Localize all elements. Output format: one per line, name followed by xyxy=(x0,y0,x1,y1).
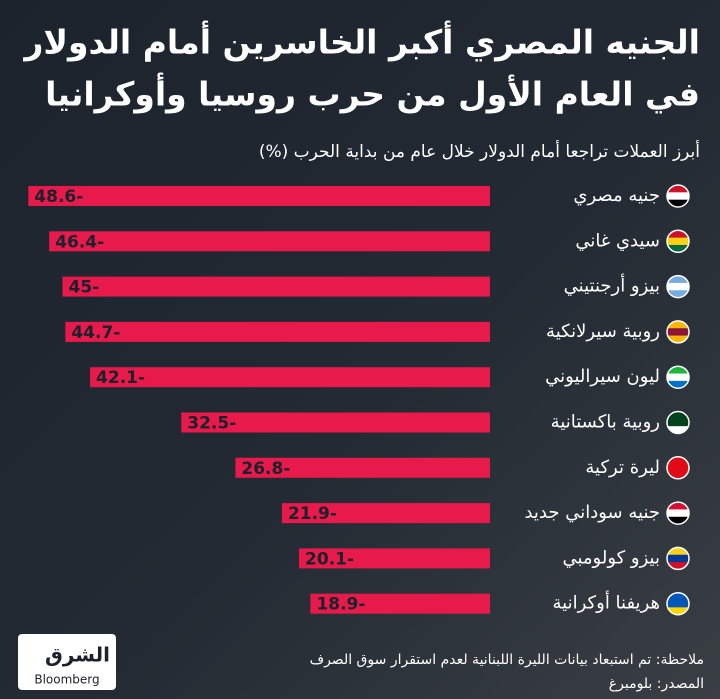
flag-stripe xyxy=(667,592,689,601)
flag-border xyxy=(666,184,690,208)
category-label: جنيه مصري xyxy=(573,185,660,206)
flag-stripe xyxy=(667,464,689,472)
note: ملاحظة: تم استبعاد بيانات الليرة اللبنان… xyxy=(310,652,704,668)
flag-stripe xyxy=(667,335,689,343)
flag-stripe xyxy=(667,230,689,239)
value-label: 42.1- xyxy=(96,368,145,388)
bar xyxy=(65,321,490,342)
flag-stripe xyxy=(667,509,689,518)
flag xyxy=(667,185,689,207)
category-label: بيزو أرجنتيني xyxy=(564,274,660,297)
flag-stripe xyxy=(667,547,689,556)
category-label: ليون سيراليوني xyxy=(545,366,660,387)
flag xyxy=(667,320,689,343)
title-line: الجنيه المصري أكبر الخاسرين أمام الدولار xyxy=(22,21,700,63)
logo-name: الشرق xyxy=(45,643,110,667)
flag-stripe xyxy=(667,199,689,207)
flag-border xyxy=(666,410,690,435)
bar xyxy=(310,593,490,614)
flag xyxy=(667,366,689,389)
category-label: روبية باكستانية xyxy=(551,412,660,433)
source: المصدر: بلومبرغ xyxy=(609,676,704,692)
flag-stripe xyxy=(667,290,689,298)
value-label: 18.9- xyxy=(316,595,365,615)
flag-stripe xyxy=(667,320,689,329)
flag-stripe xyxy=(667,600,689,608)
category-label: روبية سيرلانكية xyxy=(546,321,660,342)
flag-stripe xyxy=(667,380,689,389)
flag-border xyxy=(666,365,690,389)
category-label: هريفنا أوكرانية xyxy=(553,591,660,614)
value-label: 21.9- xyxy=(288,504,337,524)
flag-border xyxy=(666,456,690,480)
flag xyxy=(667,456,689,479)
value-label: 46.4- xyxy=(55,232,104,252)
bar xyxy=(181,412,490,433)
value-label: 45- xyxy=(69,278,100,298)
flag-stripe xyxy=(667,554,689,563)
flag-border xyxy=(666,229,690,254)
category-label: جنيه سوداني جديد xyxy=(524,502,660,523)
flag xyxy=(667,230,689,253)
bar xyxy=(235,457,490,478)
flag-stripe xyxy=(667,562,689,570)
value-label: 32.5- xyxy=(187,414,236,434)
flag-stripe xyxy=(667,237,689,246)
category-label: سيدي غاني xyxy=(575,230,660,251)
value-label: 20.1- xyxy=(305,549,354,569)
title-line: في العام الأول من حرب روسيا وأوكرانيا xyxy=(45,73,700,115)
flag-border xyxy=(666,501,690,525)
flag-stripe xyxy=(667,471,689,479)
flag-border xyxy=(666,591,690,616)
flag-stripe xyxy=(667,411,689,420)
flag-stripe xyxy=(667,192,689,201)
bar xyxy=(90,367,491,388)
logo-box xyxy=(18,634,116,690)
value-label: 26.8- xyxy=(241,459,290,479)
flag xyxy=(667,275,689,298)
logo-partner: Bloomberg xyxy=(34,673,99,687)
bar xyxy=(49,231,490,252)
flag-stripe xyxy=(667,373,689,382)
flag-stripe xyxy=(667,282,689,291)
flag xyxy=(667,411,689,434)
flag xyxy=(667,592,689,615)
flag-stripe xyxy=(667,244,689,253)
flag-stripe xyxy=(667,607,689,615)
bar xyxy=(281,503,490,524)
bar xyxy=(62,276,490,297)
category-label: ليرة تركية xyxy=(585,457,660,478)
flag-stripe xyxy=(667,456,689,465)
flag-border xyxy=(666,546,690,571)
flag-stripe xyxy=(667,366,689,375)
flag-stripe xyxy=(667,426,689,434)
flag-stripe xyxy=(667,418,689,427)
flag-stripe xyxy=(667,328,689,337)
flag-stripe xyxy=(667,185,689,193)
flag-stripe xyxy=(667,502,689,510)
value-label: 44.7- xyxy=(71,323,120,343)
subtitle: أبرز العملات تراجعا أمام الدولار خلال عا… xyxy=(259,140,700,162)
value-label: 48.6- xyxy=(34,187,83,207)
flag xyxy=(667,502,689,525)
flag-stripe xyxy=(667,275,689,284)
flag-border xyxy=(666,274,690,299)
flag-stripe xyxy=(667,516,689,525)
flag xyxy=(667,547,689,570)
bar xyxy=(28,186,491,206)
flag-border xyxy=(666,320,690,344)
category-label: بيزو كولومبي xyxy=(562,547,660,568)
bar xyxy=(299,548,490,569)
